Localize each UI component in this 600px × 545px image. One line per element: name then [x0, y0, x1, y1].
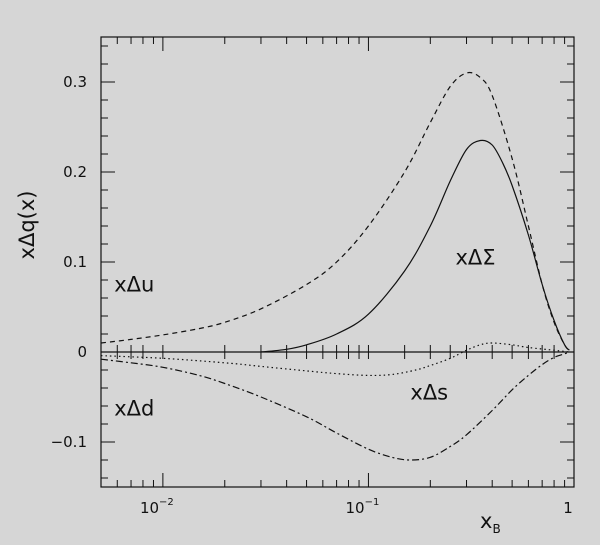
y-tick-label: 0 [77, 343, 87, 361]
series-label: xΔΣ [455, 246, 495, 270]
series-line [100, 342, 570, 377]
y-tick-label: 0.1 [63, 253, 87, 271]
y-tick-label: 0.3 [63, 73, 87, 91]
y-tick-label: −0.1 [51, 433, 87, 451]
series-label: xΔd [114, 397, 154, 421]
plot-frame [100, 36, 575, 488]
series-lines [100, 71, 570, 461]
x-axis-title-main: x [480, 509, 492, 533]
bin-edge-ticks [116, 345, 555, 359]
series-line [260, 139, 570, 353]
series-line [100, 351, 570, 461]
series-line [100, 71, 570, 351]
x-tick-label: 1 [563, 499, 573, 517]
axis-ticks [100, 37, 575, 487]
y-axis-title: xΔq(x) [15, 191, 39, 260]
x-tick-label-base: 1 [563, 499, 573, 517]
x-axis-title-subscript: B [492, 522, 500, 536]
tick-labels: 0.30.20.10−0.110−2 10−1 1 [51, 73, 573, 517]
x-tick-label-base: 10 [346, 499, 365, 517]
x-tick-label: 10−1 [346, 497, 380, 517]
x-tick-label: 10−2 [140, 497, 174, 517]
series-label: xΔs [410, 381, 448, 405]
x-tick-label-exponent: −2 [159, 497, 174, 508]
x-tick-label-exponent: −1 [365, 497, 380, 508]
y-tick-label: 0.2 [63, 163, 87, 181]
x-tick-label-base: 10 [140, 499, 159, 517]
series-label: xΔu [114, 273, 154, 297]
series-labels: xΔu xΔΣ xΔs xΔd [114, 246, 495, 421]
x-axis-title: xB [480, 509, 501, 536]
